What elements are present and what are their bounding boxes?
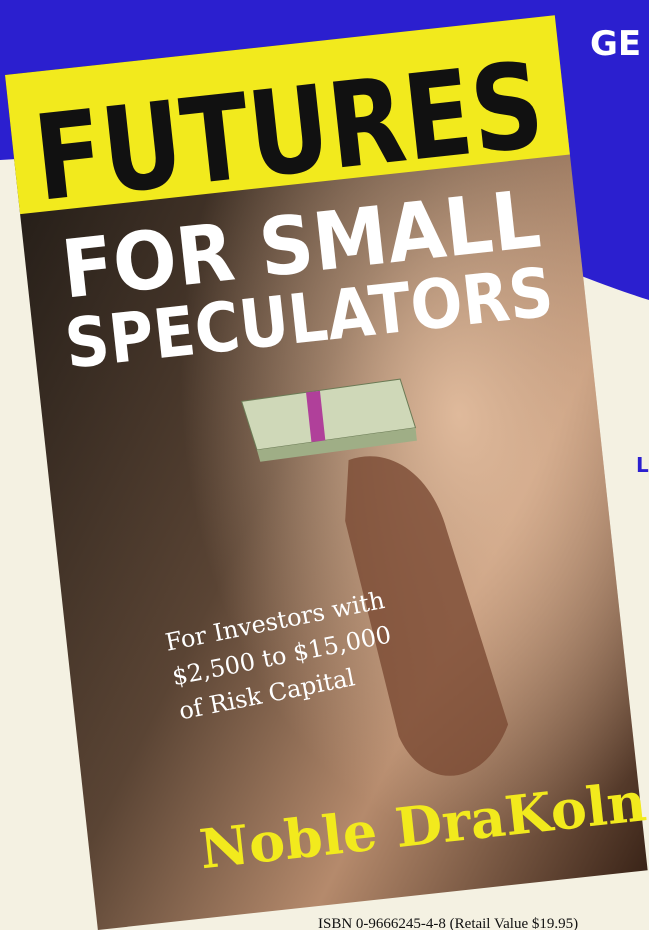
book-cover: FUTURES FOR SMALL SPECULATORS For Invest…	[5, 15, 649, 930]
isbn: ISBN 0-9666245-4-8 (Retail Value $19.95)	[318, 916, 578, 930]
corner-text: GE	[590, 24, 641, 64]
page: GE L FUTURES FOR SMALL SPECULATORS For I…	[0, 0, 649, 930]
side-text: L	[636, 453, 649, 477]
cover-scene: GE L FUTURES FOR SMALL SPECULATORS For I…	[0, 0, 649, 930]
